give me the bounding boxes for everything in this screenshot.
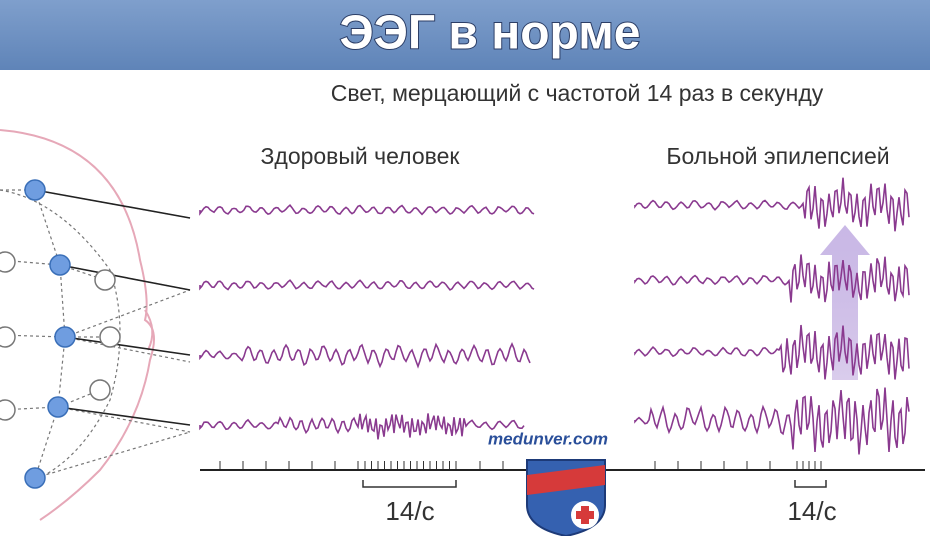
stimulus-ticks bbox=[219, 461, 822, 469]
rate-label: 14/с bbox=[385, 496, 434, 526]
subtitle: Свет, мерцающий с частотой 14 раз в секу… bbox=[331, 80, 824, 106]
electrodes bbox=[0, 179, 121, 489]
panel-label: Здоровый человек bbox=[261, 143, 461, 169]
bracket bbox=[362, 480, 457, 488]
logo bbox=[526, 459, 606, 536]
panel-label: Больной эпилепсией bbox=[666, 143, 889, 169]
arrow bbox=[820, 225, 870, 380]
eeg-trace bbox=[634, 324, 910, 380]
title: ЭЭГ в норме bbox=[340, 7, 641, 60]
eeg-trace bbox=[634, 177, 910, 232]
watermark: medunver.com bbox=[488, 429, 608, 448]
eeg-trace bbox=[634, 387, 910, 455]
leads bbox=[34, 189, 191, 426]
rate-label: 14/с bbox=[787, 496, 836, 526]
eeg-trace bbox=[634, 254, 910, 303]
eeg-trace bbox=[199, 279, 535, 291]
eeg-trace bbox=[199, 342, 531, 369]
eeg-traces bbox=[199, 177, 910, 455]
header-band bbox=[0, 0, 930, 70]
eeg-trace bbox=[199, 412, 525, 440]
head bbox=[0, 129, 155, 521]
eeg-trace bbox=[199, 204, 535, 216]
bracket bbox=[794, 480, 827, 488]
electrode-grid bbox=[0, 189, 191, 481]
